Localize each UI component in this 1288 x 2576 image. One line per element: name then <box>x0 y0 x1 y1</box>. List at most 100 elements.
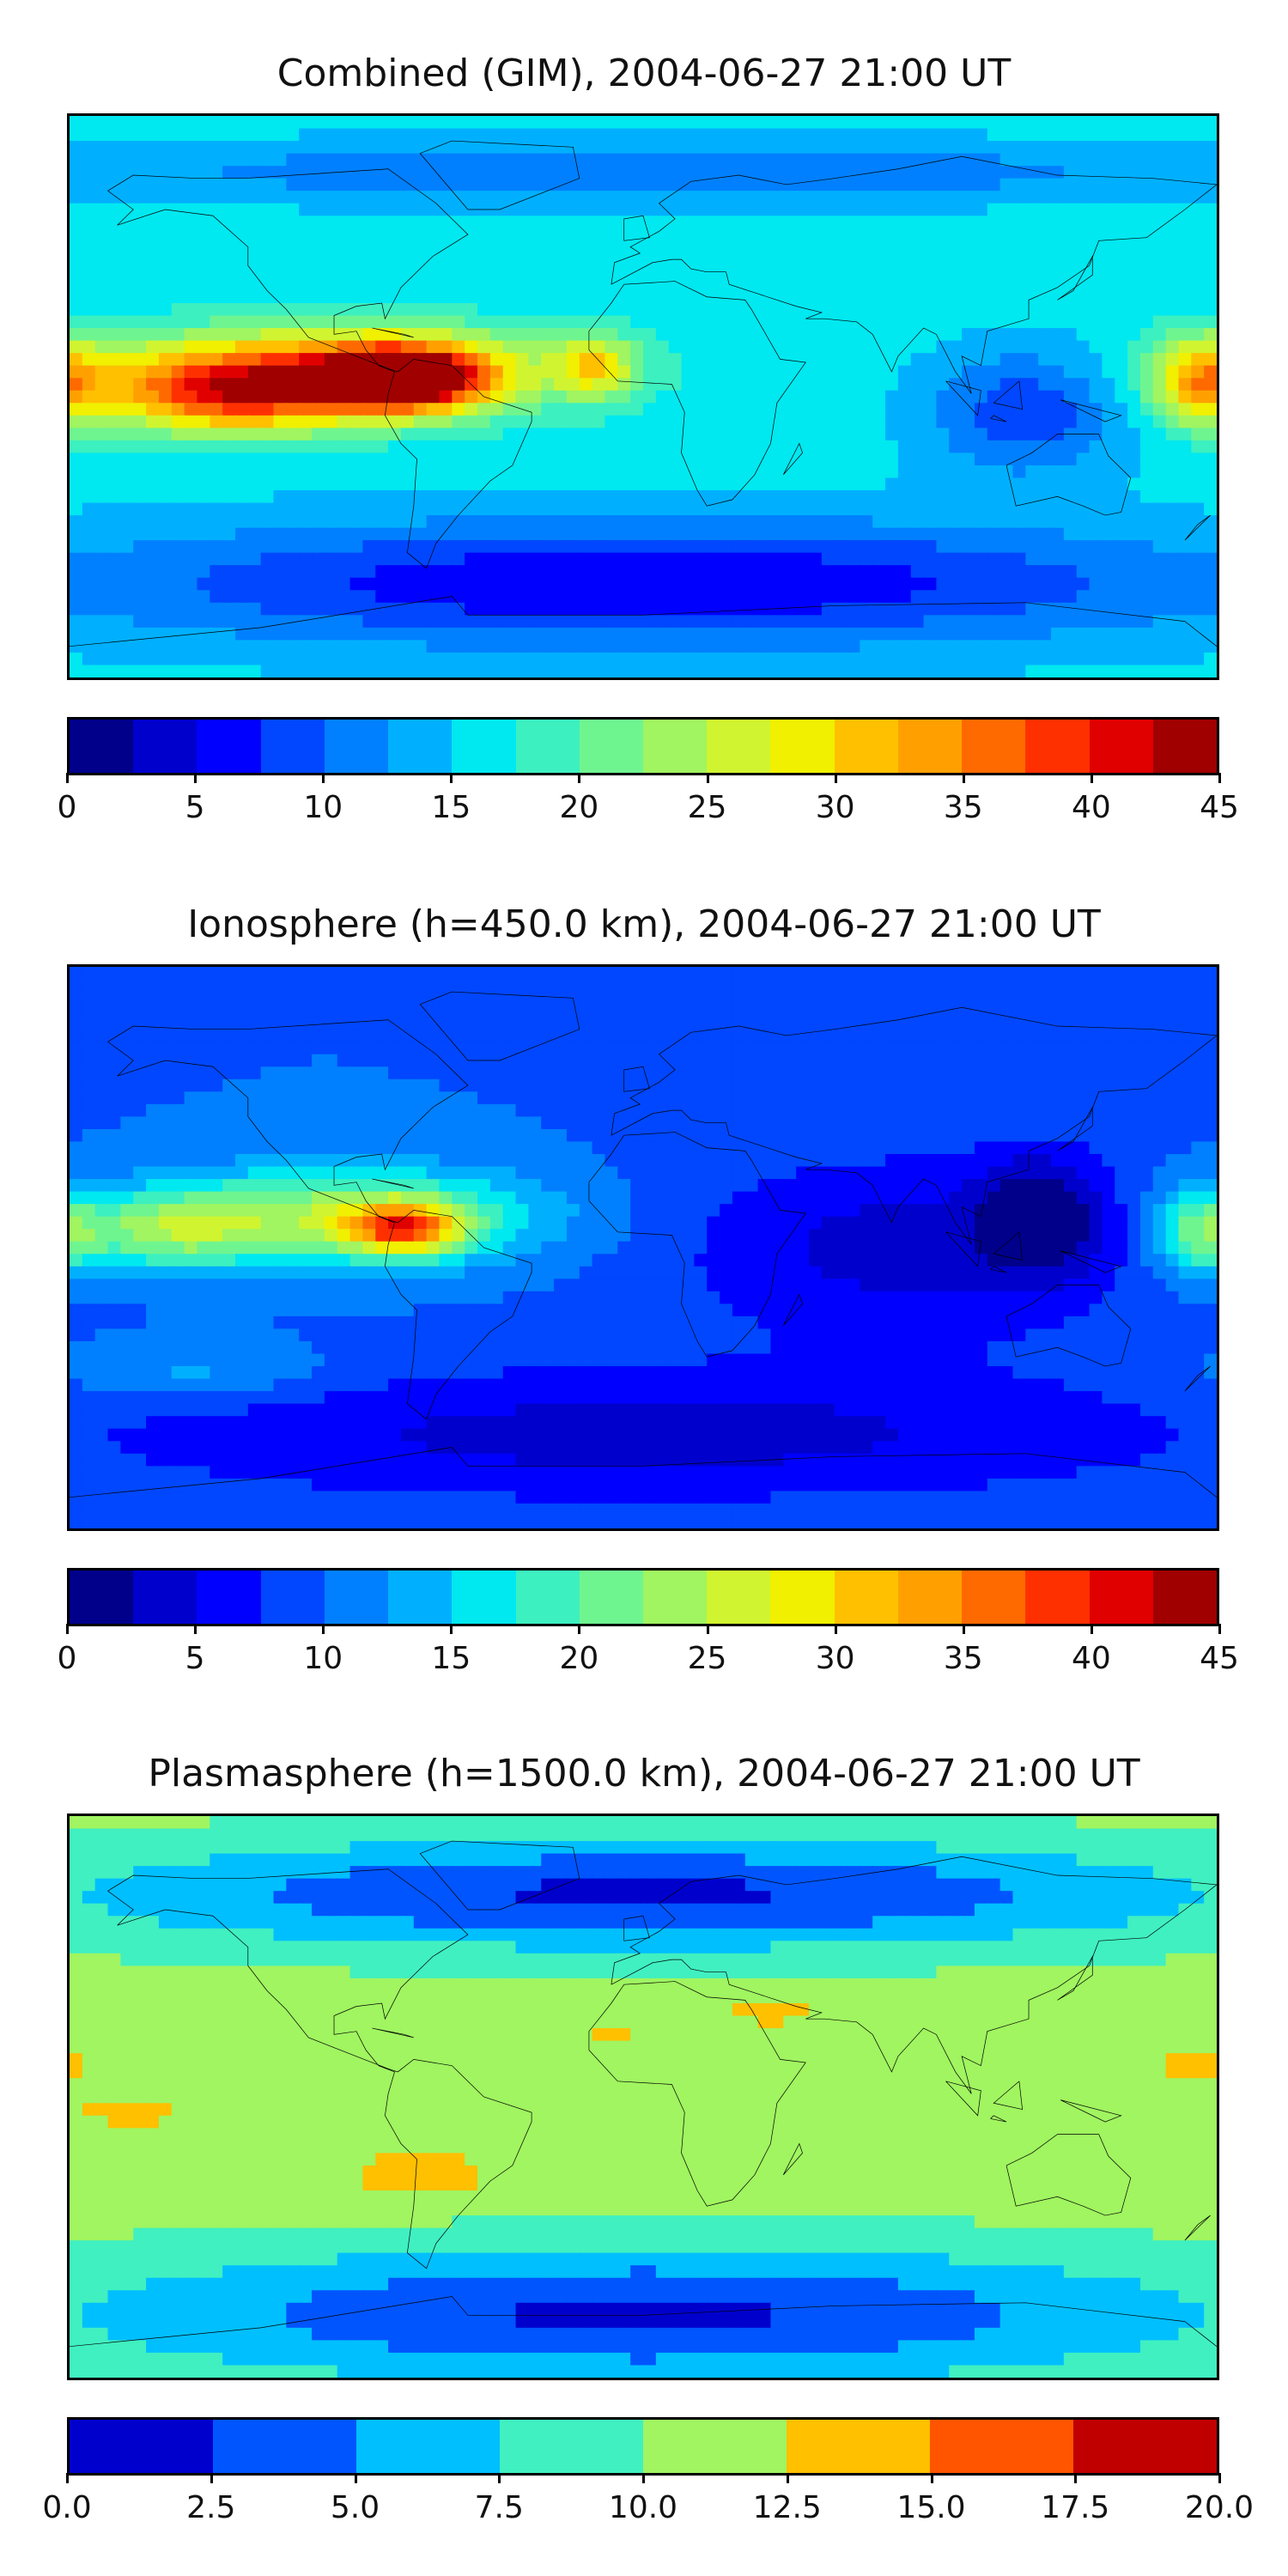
tick-mark <box>194 1624 197 1634</box>
colorbar-segment <box>70 1571 134 1624</box>
tick-mark <box>210 2473 213 2483</box>
coastline <box>1057 1957 1092 2001</box>
coastline <box>108 169 532 568</box>
tec-map <box>67 1814 1219 2380</box>
colorbar-segment <box>133 720 197 773</box>
coastline <box>991 2116 1007 2122</box>
tick-mark <box>322 1624 325 1634</box>
tick-mark <box>706 773 709 783</box>
colorbar-segment <box>930 2420 1073 2473</box>
coastline <box>373 328 414 337</box>
tick-label: 15 <box>431 1641 471 1676</box>
colorbar-ticks: 0 5 10 15 20 25 30 35 40 45 <box>58 773 1239 825</box>
colorbar-segment <box>962 1571 1026 1624</box>
colorbar-segment <box>707 720 771 773</box>
coastline <box>1060 400 1121 422</box>
coastline <box>993 2081 1022 2110</box>
colorbar-segment <box>707 1571 771 1624</box>
tick-label: 10 <box>303 1641 343 1676</box>
coastline <box>373 2028 414 2038</box>
tick-mark <box>786 2473 789 2483</box>
map-title: Combined (GIM), 2004-06-27 21:00 UT <box>276 52 1012 95</box>
colorbar-segment <box>500 2420 643 2473</box>
tick-label: 25 <box>687 1641 727 1676</box>
tick-mark <box>642 2473 645 2483</box>
tick-mark <box>1090 1624 1093 1634</box>
colorbar-segment <box>579 720 643 773</box>
colorbar-segment <box>197 1571 261 1624</box>
tick-label: 10.0 <box>608 2490 678 2525</box>
map-title: Plasmasphere (h=1500.0 km), 2004-06-27 2… <box>148 1752 1140 1795</box>
tick-label: 5 <box>185 1641 205 1676</box>
coastline <box>108 1020 532 1419</box>
coastline <box>991 416 1007 422</box>
colorbar-segment <box>70 720 134 773</box>
coastline <box>624 216 650 240</box>
tick-label: 30 <box>815 1641 855 1676</box>
tick-label: 5.0 <box>330 2490 380 2525</box>
coastlines <box>70 141 1217 647</box>
tec-field <box>70 1816 1217 2378</box>
tick-label: 17.5 <box>1041 2490 1110 2525</box>
map-title: Ionosphere (h=450.0 km), 2004-06-27 21:0… <box>187 902 1101 946</box>
coastline <box>624 1066 650 1091</box>
tick-mark <box>834 1624 837 1634</box>
colorbar-segment <box>1025 720 1090 773</box>
tec-map <box>67 113 1219 680</box>
coastline <box>1185 2215 1211 2240</box>
tick-label: 45 <box>1200 1641 1239 1676</box>
colorbar-segment <box>579 1571 643 1624</box>
coastline <box>70 2297 1217 2347</box>
coastline <box>1185 515 1211 540</box>
colorbar-segment <box>897 720 963 773</box>
colorbar-ticks: 0.0 2.5 5.0 7.5 10.0 12.5 15.0 17.5 20.0 <box>42 2473 1254 2525</box>
colorbar-segment <box>324 720 389 773</box>
tick-label: 20 <box>559 1641 599 1676</box>
colorbar-segment <box>1025 1571 1090 1624</box>
coastline <box>1060 2100 1121 2122</box>
colorbar-segment <box>515 720 580 773</box>
tec-field <box>70 967 1217 1528</box>
coastline <box>783 1295 802 1326</box>
colorbar <box>67 717 1219 775</box>
colorbar-segment <box>1073 2420 1217 2473</box>
coastline <box>991 1267 1007 1273</box>
coastline <box>373 1179 414 1188</box>
tick-label: 20.0 <box>1184 2490 1255 2525</box>
tick-mark <box>706 1624 709 1634</box>
colorbar-segment <box>70 2420 213 2473</box>
coastlines <box>70 992 1217 1498</box>
tick-label: 0.0 <box>42 2490 92 2525</box>
tick-label: 15 <box>431 790 471 825</box>
colorbar-segment <box>1152 720 1217 773</box>
tick-mark <box>194 773 197 783</box>
colorbar-segment <box>1089 1571 1153 1624</box>
coastline <box>1060 1251 1121 1273</box>
tick-mark <box>66 773 69 783</box>
colorbar-segment <box>388 1571 453 1624</box>
tick-label: 0 <box>57 1641 77 1676</box>
tick-label: 10 <box>303 790 343 825</box>
tick-mark <box>1218 1624 1221 1634</box>
coastline <box>993 381 1022 410</box>
tick-mark <box>578 1624 581 1634</box>
coastline <box>1006 1285 1131 1366</box>
colorbar-ticks: 0 5 10 15 20 25 30 35 40 45 <box>58 1624 1239 1676</box>
colorbar-segment <box>962 720 1026 773</box>
tick-label: 0 <box>57 790 77 825</box>
tick-mark <box>1218 773 1221 783</box>
tick-mark <box>322 773 325 783</box>
colorbar-segment <box>787 2420 930 2473</box>
colorbar-segment <box>324 1571 389 1624</box>
tick-label: 7.5 <box>474 2490 524 2525</box>
colorbar-segment <box>260 1571 325 1624</box>
tick-label: 30 <box>815 790 855 825</box>
coastline <box>589 282 805 507</box>
colorbar-segment <box>197 720 261 773</box>
colorbar-segment <box>834 720 898 773</box>
coastline <box>611 1856 1217 2093</box>
coastline <box>589 1133 805 1358</box>
colorbar <box>67 1568 1219 1626</box>
tick-label: 25 <box>687 790 727 825</box>
tick-mark <box>66 2473 69 2483</box>
